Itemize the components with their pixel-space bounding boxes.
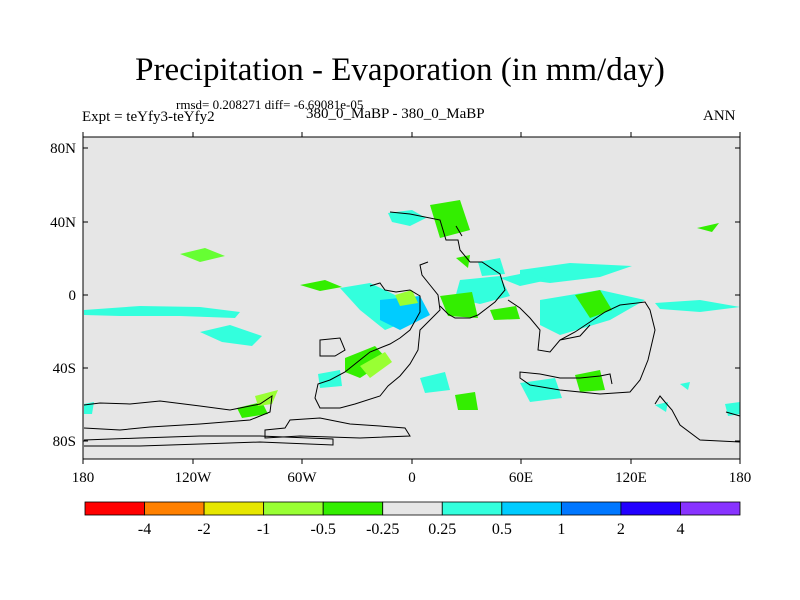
lon-tick-label: 120E xyxy=(615,470,647,486)
colorbar-label: 0.5 xyxy=(492,521,512,538)
lat-tick-label: 40S xyxy=(53,361,76,377)
coastline xyxy=(83,394,273,431)
lon-tick-label: 0 xyxy=(408,470,416,486)
lon-tick-label: 180 xyxy=(729,470,752,486)
field-patch xyxy=(84,306,240,318)
lat-tick-label: 40N xyxy=(50,215,76,231)
field-patch xyxy=(520,263,632,283)
lon-tick-label: 60W xyxy=(287,470,317,486)
coastline xyxy=(455,225,463,237)
colorbar-label: -4 xyxy=(138,521,151,538)
coastline xyxy=(725,411,741,417)
colorbar-box xyxy=(144,501,205,516)
field-patch xyxy=(697,223,719,232)
field-patch xyxy=(180,248,225,262)
colorbar-label: -0.25 xyxy=(366,521,399,538)
field-patch xyxy=(380,296,430,330)
ticks xyxy=(82,132,741,464)
field-patch xyxy=(420,372,450,393)
field-patch xyxy=(575,290,612,318)
field-patch xyxy=(655,402,668,412)
chart-title: Precipitation - Evaporation (in mm/day) xyxy=(135,52,665,88)
lat-tick-label: 80S xyxy=(53,434,76,450)
colorbar-label: 0.25 xyxy=(428,521,456,538)
lon-tick-labels: 180 120W 60W 0 60E 120E 180 xyxy=(72,470,752,486)
field-patch xyxy=(430,200,470,238)
colorbar-labels: -4 -2 -1 -0.5 -0.25 0.25 0.5 1 2 4 xyxy=(138,521,685,538)
colorbar-label: 4 xyxy=(676,521,684,538)
field-patch xyxy=(255,390,278,406)
field-patch xyxy=(478,258,505,276)
continent-outlines xyxy=(83,211,741,447)
colorbar-label: -1 xyxy=(257,521,270,538)
colorbar-box xyxy=(263,501,324,516)
field-patch xyxy=(300,280,342,291)
field-patches xyxy=(84,200,740,418)
colorbar xyxy=(84,501,741,516)
field-patch xyxy=(360,352,392,378)
field-patch xyxy=(455,392,478,410)
lon-tick-label: 60E xyxy=(509,470,533,486)
coastline xyxy=(559,324,591,341)
colorbar-box xyxy=(620,501,681,516)
coastline xyxy=(264,417,411,439)
colorbar-box xyxy=(560,501,622,516)
colorbar-label: -2 xyxy=(197,521,210,538)
field-patch xyxy=(655,300,740,312)
colorbar-label: -0.5 xyxy=(311,521,336,538)
field-patch xyxy=(388,210,426,226)
colorbar-box xyxy=(322,501,384,516)
field-patch xyxy=(500,272,548,286)
coastline xyxy=(314,261,441,409)
experiment-label: Expt = teYfy3-teYfy2 xyxy=(82,109,215,125)
field-patch xyxy=(318,370,342,388)
coastline xyxy=(319,337,346,357)
colorbar-box xyxy=(501,501,562,516)
colorbar-box xyxy=(382,501,443,516)
lat-tick-label: 0 xyxy=(69,288,77,304)
lat-tick-label: 80N xyxy=(50,141,76,157)
field-patch xyxy=(440,292,478,318)
season-label: ANN xyxy=(703,108,736,124)
colorbar-box xyxy=(680,501,741,516)
colorbar-box xyxy=(84,501,145,516)
colorbar-label: 1 xyxy=(557,521,565,538)
lon-tick-label: 180 xyxy=(72,470,95,486)
field-patch xyxy=(490,306,520,320)
field-patch xyxy=(575,370,605,392)
lon-tick-label: 120W xyxy=(175,470,213,486)
field-patch xyxy=(237,402,268,418)
coastline xyxy=(507,299,656,395)
field-patch xyxy=(345,346,388,378)
stats-label: rmsd= 0.208271 diff= -6.69081e-05 xyxy=(176,97,364,112)
field-patch xyxy=(680,382,690,390)
field-patch xyxy=(200,325,262,346)
field-patch xyxy=(395,290,418,306)
coastline xyxy=(654,395,741,443)
colorbar-label: 2 xyxy=(617,521,625,538)
field-patch xyxy=(520,378,562,402)
coastline xyxy=(83,435,334,447)
colorbar-box xyxy=(441,501,503,516)
coastline xyxy=(389,211,506,319)
colorbar-box xyxy=(203,501,265,516)
lat-tick-labels: 80N 40N 0 40S 80S xyxy=(50,141,76,450)
case-label: 380_0_MaBP - 380_0_MaBP xyxy=(306,106,485,122)
map-frame xyxy=(82,136,741,460)
